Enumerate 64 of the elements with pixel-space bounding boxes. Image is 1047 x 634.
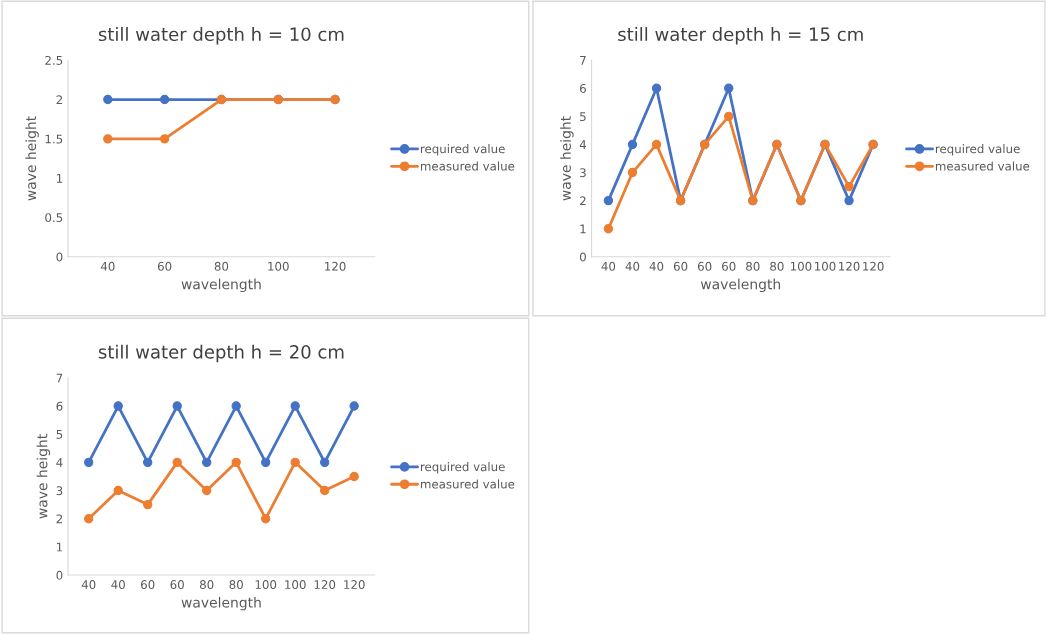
legend-label: measured value [420, 161, 515, 171]
x-tick-label: 40 [625, 261, 640, 271]
x-tick-label: 100 [815, 261, 836, 271]
y-tick-label: 2.5 [45, 55, 63, 65]
y-tick-label: 3 [580, 168, 586, 178]
x-tick-label: 40 [649, 261, 664, 271]
y-tick-label: 5 [56, 430, 63, 439]
x-tick-label: 80 [199, 580, 214, 590]
x-tick-label: 60 [673, 261, 688, 271]
y-axis-title: wave height [560, 116, 574, 201]
chart-title: still water depth h = 20 cm [98, 344, 344, 363]
x-tick-label: 60 [141, 580, 155, 590]
y-tick-label: 1 [580, 224, 586, 234]
x-tick-label: 60 [157, 261, 172, 271]
y-tick-label: 0 [579, 252, 586, 262]
y-tick-label: 0 [56, 252, 63, 262]
x-tick-label: 80 [746, 261, 760, 271]
x-tick-label: 80 [229, 580, 243, 590]
y-tick-label: 6 [580, 84, 586, 93]
chart-title: still water depth h = 10 cm [98, 27, 344, 45]
chart-title: still water depth h = 15 cm [618, 27, 863, 45]
legend-label: required value [420, 144, 505, 156]
y-tick-label: 2 [56, 514, 63, 524]
legend-label: measured value [935, 161, 1030, 171]
y-tick-label: 7 [56, 373, 63, 383]
y-tick-label: 5 [580, 112, 586, 122]
x-tick-label: 40 [601, 261, 616, 271]
y-axis-title: wave height [36, 434, 51, 519]
y-tick-label: 3 [56, 486, 63, 496]
x-tick-label: 60 [170, 580, 184, 590]
x-tick-label: 120 [344, 580, 365, 590]
y-tick-label: 0 [56, 570, 63, 580]
x-tick-label: 100 [285, 580, 306, 590]
x-tick-label: 100 [268, 261, 289, 271]
x-tick-label: 120 [863, 261, 884, 271]
x-tick-label: 100 [790, 261, 812, 271]
y-tick-label: 2 [56, 95, 63, 105]
y-tick-label: 4 [56, 458, 63, 467]
x-tick-label: 60 [722, 261, 736, 271]
y-tick-label: 1.5 [45, 134, 63, 144]
y-axis-title: wave height [25, 116, 39, 201]
x-tick-label: 40 [81, 580, 96, 590]
legend-label: required value [935, 144, 1020, 156]
y-tick-label: 2 [580, 196, 586, 206]
x-tick-label: 80 [770, 261, 784, 271]
y-tick-label: 7 [580, 56, 586, 65]
x-tick-label: 60 [697, 261, 712, 271]
legend-label: required value [420, 462, 505, 474]
legend-label: measured value [420, 479, 515, 489]
x-tick-label: 120 [839, 261, 860, 271]
y-tick-label: 6 [56, 401, 63, 411]
x-tick-label: 80 [214, 261, 229, 271]
y-tick-label: 1 [56, 174, 63, 183]
x-tick-label: 120 [325, 261, 346, 271]
y-tick-label: 1 [56, 542, 63, 552]
x-axis-title: wavelength [181, 596, 261, 611]
x-tick-label: 100 [255, 580, 277, 590]
x-tick-label: 40 [111, 580, 125, 590]
x-axis-title: wavelength [181, 278, 261, 293]
x-tick-label: 120 [314, 580, 336, 590]
y-tick-label: 0.5 [45, 213, 63, 223]
x-axis-title: wavelength [700, 278, 781, 293]
y-tick-label: 4 [579, 140, 587, 149]
x-tick-label: 40 [100, 261, 115, 271]
